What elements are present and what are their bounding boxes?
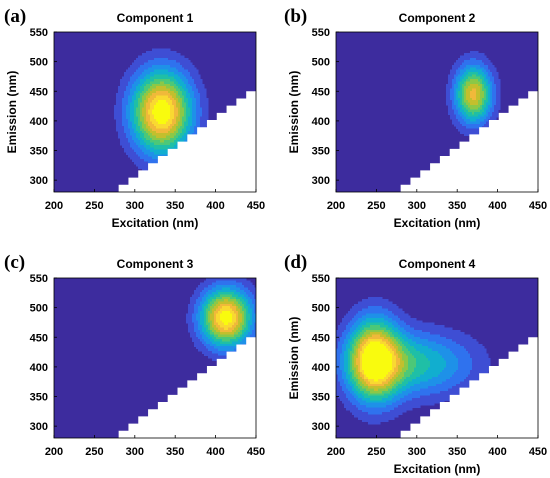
y-tick-label: 500: [30, 303, 48, 315]
x-tick-label: 300: [126, 446, 144, 458]
x-tick-label: 400: [206, 446, 224, 458]
axes-frame: [335, 277, 539, 439]
x-tick-label: 200: [45, 446, 63, 458]
y-tick-label: 500: [312, 303, 330, 315]
panel-label: (a): [4, 6, 26, 27]
y-tick-label: 350: [312, 146, 330, 158]
x-tick-label: 450: [529, 446, 547, 458]
axes-frame: [53, 31, 257, 193]
y-tick-label: 350: [312, 392, 330, 404]
panel-2: 200 250 300 350 400 450 300 350 400 450 500 550 Comp…: [284, 6, 547, 230]
contour-fill: [336, 296, 491, 425]
y-tick-label: 450: [312, 86, 330, 98]
x-tick-label: 350: [448, 446, 466, 458]
x-tick-label: 350: [448, 200, 466, 212]
y-tick-label: 400: [30, 116, 48, 128]
panel-title: Component 1: [117, 11, 194, 25]
x-tick-label: 250: [85, 446, 103, 458]
x-tick-label: 300: [408, 446, 426, 458]
contour-plot: [54, 32, 256, 192]
x-axis-label: Excitation (nm): [112, 216, 199, 230]
panel-title: Component 2: [399, 11, 476, 25]
y-axis-label: Emission (nm): [287, 71, 301, 154]
x-tick-label: 200: [327, 200, 345, 212]
y-tick-label: 550: [30, 273, 48, 285]
panel-label: (d): [284, 252, 307, 273]
y-axis-label: Emission (nm): [5, 71, 19, 154]
contour-plot: [54, 278, 256, 438]
x-axis-label: Excitation (nm): [394, 216, 481, 230]
no-data-region: [118, 91, 256, 192]
y-tick-label: 450: [30, 86, 48, 98]
panel-title: Component 3: [117, 257, 194, 271]
x-tick-label: 400: [488, 446, 506, 458]
y-tick-label: 400: [312, 362, 330, 374]
x-tick-label: 450: [529, 200, 547, 212]
panel-4: 200 250 300 350 400 450 300 350 400 450 500 550 Comp…: [284, 252, 547, 476]
x-tick-label: 250: [367, 200, 385, 212]
panel-1: 200 250 300 350 400 450 300 350 400 450 500 550 Comp…: [4, 6, 265, 230]
panel-3: 200 250 300 350 400 450 300 350 400 450 500 550 Comp…: [4, 252, 265, 458]
y-tick-label: 300: [30, 421, 48, 433]
x-tick-label: 400: [488, 200, 506, 212]
x-tick-label: 350: [166, 446, 184, 458]
y-tick-label: 300: [312, 175, 330, 187]
y-tick-label: 450: [30, 332, 48, 344]
y-tick-label: 550: [30, 27, 48, 39]
x-tick-label: 450: [247, 200, 265, 212]
axes-frame: [53, 277, 257, 439]
panel-title: Component 4: [399, 257, 476, 271]
y-tick-label: 350: [30, 146, 48, 158]
y-tick-label: 550: [312, 27, 330, 39]
x-tick-label: 350: [166, 200, 184, 212]
x-tick-label: 300: [126, 200, 144, 212]
contour-plot: [336, 32, 538, 192]
axes-frame: [335, 31, 539, 193]
x-axis-label: Excitation (nm): [394, 462, 481, 476]
x-tick-label: 250: [367, 446, 385, 458]
y-tick-label: 450: [312, 332, 330, 344]
x-tick-label: 300: [408, 200, 426, 212]
y-tick-label: 350: [30, 392, 48, 404]
x-tick-label: 250: [85, 200, 103, 212]
no-data-region: [400, 337, 538, 438]
panel-label: (c): [4, 252, 25, 273]
x-tick-label: 400: [206, 200, 224, 212]
contour-plot: [336, 278, 538, 438]
x-tick-label: 200: [327, 446, 345, 458]
y-tick-label: 500: [312, 57, 330, 69]
y-tick-label: 400: [30, 362, 48, 374]
y-tick-label: 300: [30, 175, 48, 187]
contour-fill: [446, 50, 501, 139]
y-tick-label: 400: [312, 116, 330, 128]
contour-fill: [114, 48, 209, 177]
no-data-region: [118, 337, 256, 438]
y-tick-label: 500: [30, 57, 48, 69]
x-tick-label: 200: [45, 200, 63, 212]
x-tick-label: 450: [247, 446, 265, 458]
y-axis-label: Emission (nm): [287, 317, 301, 400]
y-tick-label: 550: [312, 273, 330, 285]
y-tick-label: 300: [312, 421, 330, 433]
no-data-region: [400, 91, 538, 192]
panel-label: (b): [284, 6, 307, 27]
